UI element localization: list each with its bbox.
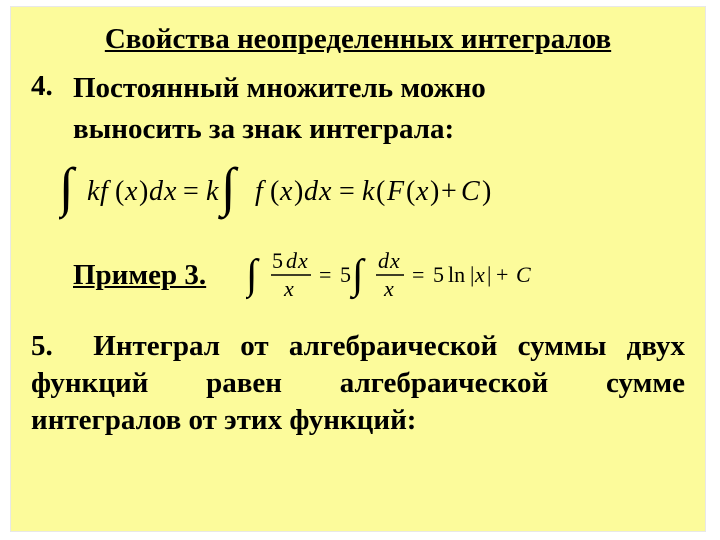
svg-text:5: 5 [340,262,351,287]
svg-text:x: x [383,276,394,301]
svg-text:k: k [362,176,375,207]
svg-text:x: x [415,176,429,207]
example-3-label: Пример 3. [73,259,206,292]
svg-text:x: x [297,248,308,273]
svg-text:=: = [412,262,424,287]
svg-text:f: f [255,176,266,207]
formula-1-svg: ∫ k f ( x ) d x = k ∫ f ( x ) d x = [59,155,539,225]
property-4-number: 4. [31,70,73,103]
formula-1: ∫ k f ( x ) d x = k ∫ f ( x ) d x = [59,155,687,230]
svg-text:): ) [482,176,491,207]
svg-text:x: x [474,262,485,287]
svg-text:C: C [516,262,531,287]
svg-text:x: x [124,176,138,207]
svg-text:∫: ∫ [349,252,366,300]
svg-text:): ) [294,176,303,207]
property-5-number: 5. [31,328,73,365]
svg-text:(: ( [115,176,124,207]
svg-text:d: d [149,176,164,207]
property-4-line2: выносить за знак интеграла: [73,111,687,147]
svg-text:x: x [389,248,400,273]
svg-text:f: f [100,176,111,207]
page-title: Свойства неопределенных интегралов [29,23,687,56]
property-4: 4. Постоянный множитель можно [31,70,687,106]
svg-text:(: ( [406,176,415,207]
svg-text:C: C [461,176,480,207]
property-5-body: Интеграл от алгебраической суммы двух фу… [31,330,685,436]
property-4-line1: Постоянный множитель можно [73,70,486,106]
svg-text:+: + [496,262,508,287]
svg-text:|: | [487,262,491,287]
svg-text:∫: ∫ [246,252,260,300]
svg-text:x: x [163,176,177,207]
svg-text:(: ( [270,176,279,207]
example-3: Пример 3. ∫ 5 d x x = 5 ∫ d x x = [73,248,687,304]
property-5: 5. Интеграл от алгебраической суммы двух… [31,328,685,439]
svg-text:F: F [386,176,405,207]
svg-text:∫: ∫ [59,157,77,220]
svg-text:ln: ln [448,262,465,287]
svg-text:x: x [279,176,293,207]
svg-text:d: d [304,176,319,207]
svg-text:5: 5 [433,262,444,287]
svg-text:k: k [206,176,219,207]
svg-text:d: d [378,248,390,273]
example-3-formula: ∫ 5 d x x = 5 ∫ d x x = 5 ln | [246,248,591,304]
svg-text:): ) [430,176,439,207]
svg-text:k: k [87,176,100,207]
slide: Свойства неопределенных интегралов 4. По… [10,6,706,532]
svg-text:d: d [286,248,298,273]
svg-text:): ) [139,176,148,207]
svg-text:=: = [183,176,199,207]
svg-text:|: | [470,262,474,287]
svg-text:=: = [319,262,331,287]
svg-text:5: 5 [272,248,283,273]
svg-text:∫: ∫ [218,157,239,220]
svg-text:x: x [283,276,294,301]
svg-text:(: ( [376,176,385,207]
property-5-text: 5. Интеграл от алгебраической суммы двух… [31,328,685,439]
svg-text:=: = [339,176,355,207]
svg-text:+: + [441,176,457,207]
svg-text:x: x [318,176,332,207]
